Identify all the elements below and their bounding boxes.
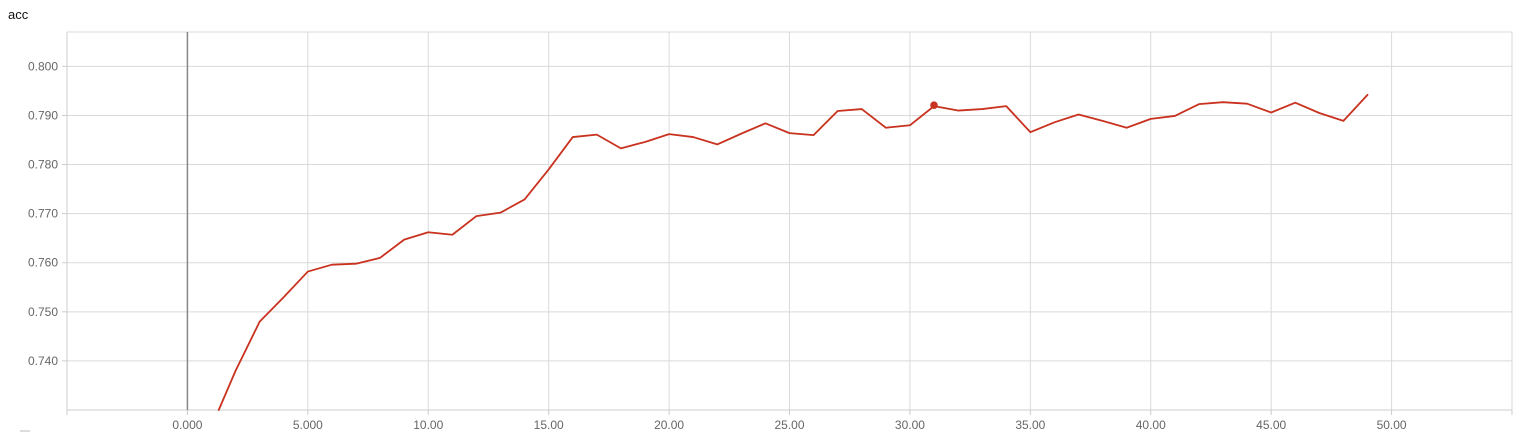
x-tick-label: 40.00 <box>1136 418 1166 432</box>
x-tick-label: 25.00 <box>774 418 804 432</box>
axis-layer <box>62 31 1513 415</box>
x-tick-label: 10.00 <box>413 418 443 432</box>
x-tick-label: 5.000 <box>293 418 323 432</box>
y-tick-label: 0.750 <box>28 305 58 319</box>
x-tick-label: 35.00 <box>1015 418 1045 432</box>
y-tick-label: 0.760 <box>28 256 58 270</box>
grid-layer <box>67 32 1512 410</box>
tick-label-layer: 0.000 5.000 10.00 15.00 20.00 25.00 30.00 35.00… <box>28 59 1407 432</box>
y-tick-label: 0.770 <box>28 207 58 221</box>
y-tick-label: 0.740 <box>28 354 58 368</box>
chart-title: acc <box>8 7 29 22</box>
corner-mark <box>20 430 30 432</box>
y-tick-label: 0.780 <box>28 158 58 172</box>
x-tick-label: 30.00 <box>895 418 925 432</box>
x-tick-label: 45.00 <box>1256 418 1286 432</box>
series-line <box>217 93 1369 411</box>
x-tick-label: 20.00 <box>654 418 684 432</box>
series-layer <box>217 93 1369 411</box>
x-tick-label: 0.000 <box>172 418 202 432</box>
y-tick-label: 0.800 <box>28 59 58 73</box>
y-tick-label: 0.790 <box>28 108 58 122</box>
highlight-point <box>930 101 938 109</box>
x-tick-label: 15.00 <box>534 418 564 432</box>
x-tick-label: 50.00 <box>1377 418 1407 432</box>
